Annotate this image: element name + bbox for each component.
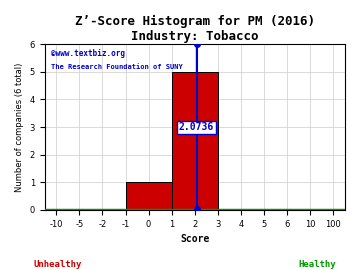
Y-axis label: Number of companies (6 total): Number of companies (6 total) [15,62,24,192]
Text: Unhealthy: Unhealthy [33,260,82,269]
Bar [172,72,218,210]
X-axis label: Score: Score [180,234,210,244]
Title: Z’-Score Histogram for PM (2016)
Industry: Tobacco: Z’-Score Histogram for PM (2016) Industr… [75,15,315,43]
Text: Healthy: Healthy [298,260,336,269]
Text: The Research Foundation of SUNY: The Research Foundation of SUNY [51,64,183,70]
Text: ©www.textbiz.org: ©www.textbiz.org [51,49,125,58]
Text: 2.0736: 2.0736 [179,122,214,132]
Bar [126,182,172,210]
